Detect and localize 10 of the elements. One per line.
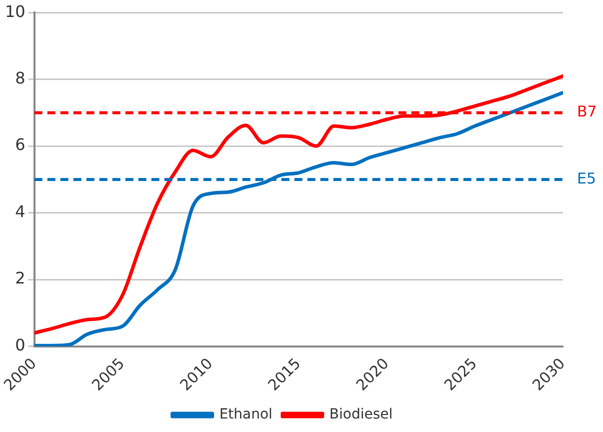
y-tick-label: 8 [15,68,26,88]
y-tick-label: 10 [5,2,26,21]
y-tick-label: 6 [15,135,26,154]
y-tick-label: 2 [15,268,26,288]
ref-line-label: E5 [577,169,596,188]
y-tick-label: 0 [15,335,26,354]
y-tick-label: 4 [15,202,26,221]
ref-line-label: B7 [577,102,597,121]
legend-label: Ethanol [219,406,272,423]
legend-label: Biodiesel [329,406,393,423]
